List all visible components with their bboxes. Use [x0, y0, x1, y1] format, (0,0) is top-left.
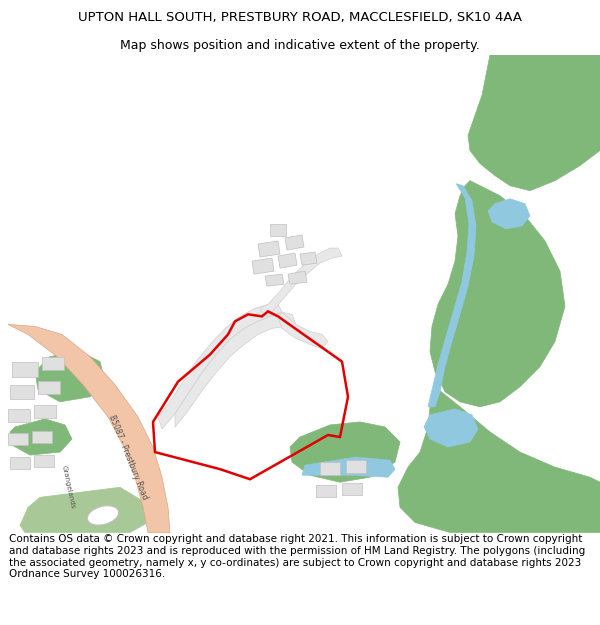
Polygon shape [10, 419, 72, 455]
Text: Map shows position and indicative extent of the property.: Map shows position and indicative extent… [120, 39, 480, 51]
Polygon shape [424, 409, 478, 447]
Polygon shape [42, 357, 64, 369]
Polygon shape [38, 381, 60, 394]
Polygon shape [8, 433, 28, 445]
Polygon shape [398, 387, 600, 532]
Polygon shape [8, 324, 170, 532]
Polygon shape [302, 457, 395, 478]
Polygon shape [430, 181, 565, 407]
Polygon shape [320, 462, 340, 475]
Polygon shape [260, 248, 342, 316]
Text: B5087 - Prestbury Road: B5087 - Prestbury Road [107, 414, 149, 501]
Polygon shape [32, 431, 52, 443]
Text: Grangelands: Grangelands [61, 465, 76, 509]
Ellipse shape [88, 506, 119, 525]
Polygon shape [12, 362, 38, 377]
Polygon shape [265, 274, 284, 286]
Polygon shape [175, 312, 296, 427]
Polygon shape [258, 241, 280, 257]
Text: UPTON HALL SOUTH, PRESTBURY ROAD, MACCLESFIELD, SK10 4AA: UPTON HALL SOUTH, PRESTBURY ROAD, MACCLE… [78, 11, 522, 24]
Polygon shape [278, 312, 328, 349]
Polygon shape [158, 304, 282, 429]
Polygon shape [300, 252, 317, 265]
Text: Contains OS data © Crown copyright and database right 2021. This information is : Contains OS data © Crown copyright and d… [9, 534, 585, 579]
Polygon shape [316, 485, 336, 498]
Polygon shape [428, 184, 476, 407]
Polygon shape [35, 351, 105, 402]
Polygon shape [346, 460, 366, 473]
Polygon shape [278, 253, 297, 268]
Polygon shape [8, 409, 30, 422]
Polygon shape [468, 55, 600, 191]
Polygon shape [34, 405, 56, 418]
Polygon shape [342, 483, 362, 495]
Polygon shape [10, 385, 34, 399]
Polygon shape [285, 235, 304, 250]
Polygon shape [290, 422, 400, 482]
Polygon shape [270, 224, 286, 236]
Polygon shape [20, 488, 148, 532]
Polygon shape [34, 455, 54, 467]
Polygon shape [488, 199, 530, 229]
Polygon shape [288, 271, 307, 284]
Polygon shape [10, 457, 30, 469]
Polygon shape [252, 258, 274, 274]
